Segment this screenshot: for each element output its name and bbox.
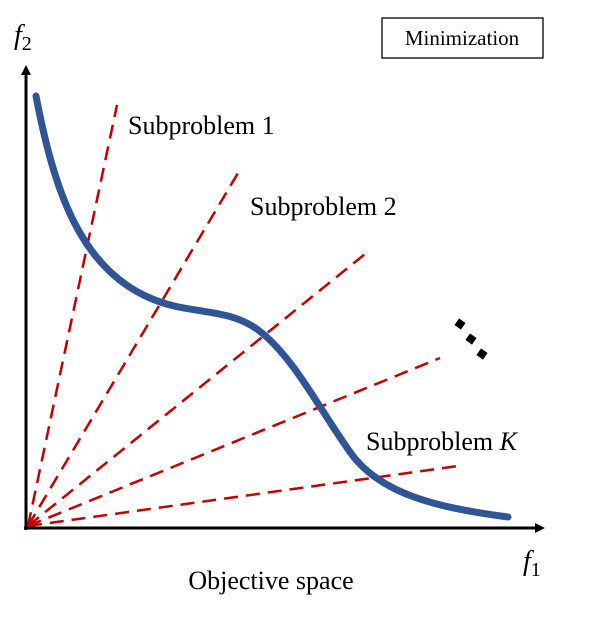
subproblem-2-label: Subproblem 2 — [250, 192, 397, 221]
subproblem-1-label: Subproblem 1 — [128, 111, 275, 140]
x-axis-label: f1 — [523, 546, 541, 581]
minimization-badge: Minimization — [381, 17, 544, 59]
y-axis-label: f2 — [14, 20, 32, 55]
subproblem-ray-3 — [27, 249, 371, 527]
subproblem-ray-1 — [26, 104, 119, 527]
ellipsis-icon — [454, 318, 488, 360]
subproblem-ray-4 — [27, 356, 441, 528]
minimization-label: Minimization — [405, 26, 520, 50]
subproblem-ray-k — [27, 464, 459, 528]
objective-space-caption: Objective space — [188, 566, 353, 595]
subproblem-k-label: Subproblem K — [366, 427, 519, 456]
pareto-front-curve — [32, 92, 512, 521]
subproblem-ray-2 — [26, 167, 243, 527]
subproblem-rays — [26, 104, 459, 528]
